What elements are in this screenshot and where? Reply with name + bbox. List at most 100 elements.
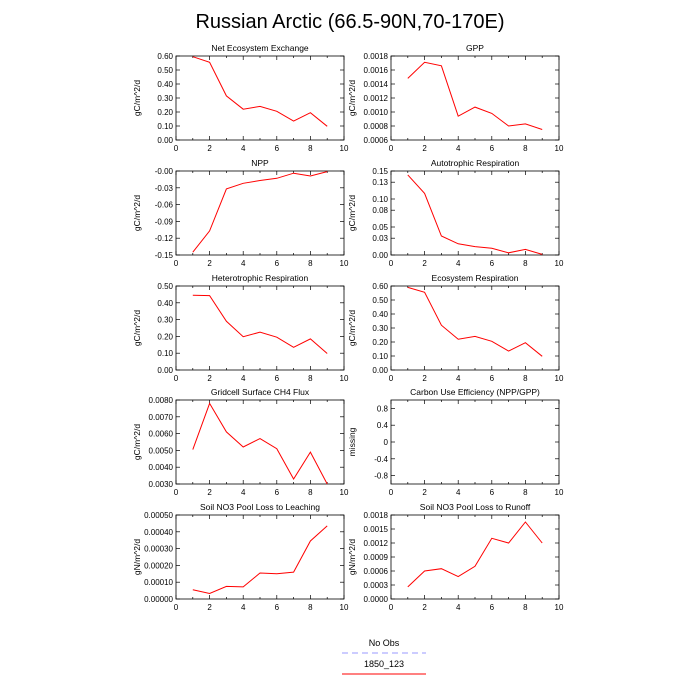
chart-panel-5: Heterotrophic Respiration 0.00 0.10 0.20 0.3… <box>132 273 349 383</box>
x-tick-label: 8 <box>523 259 528 268</box>
x-tick-label: 6 <box>275 488 280 497</box>
x-tick-label: 6 <box>490 374 495 383</box>
x-tick-label: 4 <box>456 259 461 268</box>
x-tick-label: 2 <box>422 259 427 268</box>
panel-title: Carbon Use Efficiency (NPP/GPP) <box>410 387 540 397</box>
x-tick-label: 6 <box>275 144 280 153</box>
panel-title: Soil NO3 Pool Loss to Leaching <box>200 502 320 512</box>
chart-panel-10: Soil NO3 Pool Loss to Runoff 0.0000 0.0003… <box>347 502 564 612</box>
chart-panel-4: Autotrophic Respiration 0.00 0.03 0.05 0.08 0… <box>347 158 564 268</box>
y-tick-label: 0.15 <box>372 167 388 176</box>
y-tick-label: 0.0010 <box>364 108 389 117</box>
y-tick-label: -0.06 <box>155 201 174 210</box>
y-tick-label: 0.00 <box>372 251 388 260</box>
series-line <box>407 174 543 255</box>
y-tick-label: 0.0006 <box>364 567 389 576</box>
x-tick-label: 10 <box>340 144 349 153</box>
x-tick-label: 4 <box>241 603 246 612</box>
plot-frame <box>175 514 345 600</box>
y-tick-label: 0.00010 <box>144 578 173 587</box>
x-tick-label: 6 <box>490 488 495 497</box>
y-tick-label: 0.00 <box>157 136 173 145</box>
x-tick-label: 8 <box>308 603 313 612</box>
x-tick-label: 0 <box>389 603 394 612</box>
panel-title: Gridcell Surface CH4 Flux <box>211 387 310 397</box>
x-tick-label: 6 <box>490 259 495 268</box>
y-axis-label: gN/m^2/d <box>347 539 357 575</box>
x-tick-label: 2 <box>207 488 212 497</box>
y-tick-label: 0.30 <box>157 316 173 325</box>
x-tick-label: 0 <box>174 488 179 497</box>
series-line <box>192 56 328 127</box>
x-tick-label: 2 <box>422 603 427 612</box>
y-tick-label: 0.00040 <box>144 528 173 537</box>
x-tick-label: 4 <box>241 488 246 497</box>
x-tick-label: 0 <box>389 374 394 383</box>
x-tick-label: 6 <box>490 144 495 153</box>
y-tick-label: 0.40 <box>372 310 388 319</box>
y-tick-label: 0.30 <box>157 94 173 103</box>
y-tick-label: 0.0018 <box>364 52 389 61</box>
y-tick-label: 0.10 <box>157 122 173 131</box>
y-axis-label: gC/m^2/d <box>132 310 142 346</box>
x-tick-label: 6 <box>275 603 280 612</box>
y-tick-label: 0.10 <box>157 349 173 358</box>
y-tick-label: 0.0015 <box>364 525 389 534</box>
panel-title: Autotrophic Respiration <box>431 158 520 168</box>
x-tick-label: 10 <box>555 603 564 612</box>
panel-title: GPP <box>466 43 484 53</box>
x-tick-label: 10 <box>555 374 564 383</box>
y-tick-label: 0.50 <box>157 282 173 291</box>
y-tick-label: 0.0070 <box>149 413 174 422</box>
y-tick-label: 0.40 <box>157 80 173 89</box>
y-axis-label: gC/m^2/d <box>347 310 357 346</box>
x-tick-label: 6 <box>275 259 280 268</box>
x-tick-label: 2 <box>207 374 212 383</box>
y-tick-label: 0.0050 <box>149 446 174 455</box>
series-line <box>192 525 328 595</box>
x-tick-label: 2 <box>422 374 427 383</box>
y-axis-label: gC/m^2/d <box>347 195 357 231</box>
series-line <box>192 171 328 253</box>
chart-panel-2: GPP 0.0006 0.0008 0.0010 0.0012 0.0014 0.0016 0… <box>347 43 564 153</box>
y-tick-label: 0.60 <box>372 282 388 291</box>
x-tick-label: 10 <box>340 259 349 268</box>
y-axis-label: gC/m^2/d <box>347 80 357 116</box>
chart-panel-9: Soil NO3 Pool Loss to Leaching 0.00000 0.0… <box>132 502 349 612</box>
x-tick-label: 2 <box>422 488 427 497</box>
chart-panel-7: Gridcell Surface CH4 Flux 0.0030 0.0040 0.0… <box>132 387 349 497</box>
x-tick-label: 0 <box>389 488 394 497</box>
y-tick-label: 0.03 <box>372 234 388 243</box>
y-tick-label: 0.0040 <box>149 463 174 472</box>
series-line <box>192 402 328 485</box>
x-tick-label: 8 <box>308 488 313 497</box>
y-tick-label: 0.20 <box>372 338 388 347</box>
x-tick-label: 10 <box>555 259 564 268</box>
x-tick-label: 10 <box>340 603 349 612</box>
y-tick-label: 0.20 <box>157 108 173 117</box>
figure-title: Russian Arctic (66.5-90N,70-170E) <box>195 11 504 33</box>
series-line <box>407 521 543 588</box>
plot-frame <box>390 514 560 600</box>
y-tick-label: 0.0003 <box>364 581 389 590</box>
y-tick-label: 0.60 <box>157 52 173 61</box>
y-tick-label: 0.10 <box>372 195 388 204</box>
y-tick-label: 0.0012 <box>364 539 389 548</box>
y-tick-label: 0.0030 <box>149 480 174 489</box>
y-axis-label: gC/m^2/d <box>132 424 142 460</box>
y-tick-label: 0.00020 <box>144 561 173 570</box>
panel-title: Ecosystem Respiration <box>432 273 519 283</box>
y-axis-label: gC/m^2/d <box>132 80 142 116</box>
y-tick-label: 0.0012 <box>364 94 389 103</box>
chart-panel-3: NPP -0.15 -0.12 -0.09 -0.06 -0.03 -0.00 0 2 4 6 8 10… <box>132 158 349 268</box>
y-tick-label: 0.0008 <box>364 122 389 131</box>
x-tick-label: 10 <box>555 144 564 153</box>
x-tick-label: 8 <box>308 144 313 153</box>
y-tick-label: 0.30 <box>372 324 388 333</box>
x-tick-label: 4 <box>456 488 461 497</box>
y-axis-label: missing <box>347 427 357 456</box>
x-tick-label: 4 <box>241 259 246 268</box>
x-tick-label: 2 <box>207 603 212 612</box>
x-tick-label: 10 <box>555 488 564 497</box>
y-tick-label: 0.00 <box>372 366 388 375</box>
